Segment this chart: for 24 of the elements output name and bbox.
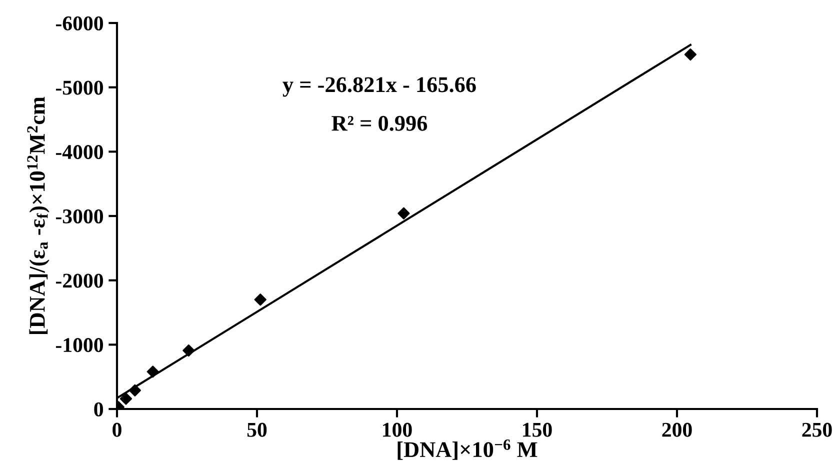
point bbox=[120, 392, 132, 405]
x-tick-label: 0 bbox=[112, 422, 122, 437]
text: [DNA]/(ε$_{a}$ -ε$_{f}$)×10$^{12}$M$^{2}$cm bbox=[27, 96, 50, 334]
y-tick-label: -4000 bbox=[56, 145, 104, 160]
x-tick-label: 100 bbox=[383, 422, 412, 437]
point bbox=[128, 384, 141, 396]
point bbox=[182, 344, 195, 357]
y-tick-label: -3000 bbox=[56, 209, 104, 224]
x-tick-label: 50 bbox=[247, 422, 267, 437]
y-tick-label: -1000 bbox=[56, 338, 104, 352]
x-tick-label: 200 bbox=[662, 422, 692, 437]
y-tick-label: 0 bbox=[94, 402, 104, 416]
x-tick-label: 250 bbox=[802, 422, 832, 437]
point bbox=[684, 48, 697, 61]
x-tick-label: 150 bbox=[523, 422, 552, 437]
y-tick-label: -6000 bbox=[56, 16, 104, 30]
x-axis-title: [DNA]×10$^{−6}$ M bbox=[398, 439, 538, 460]
point bbox=[254, 294, 266, 306]
point bbox=[146, 366, 159, 378]
annotation: y = -26.821x - 165.66 bbox=[282, 77, 476, 97]
y-tick-label: -5000 bbox=[56, 80, 104, 95]
point bbox=[398, 207, 410, 220]
y-tick-label: -2000 bbox=[56, 274, 104, 288]
annotation: R² = 0.996 bbox=[332, 116, 428, 131]
